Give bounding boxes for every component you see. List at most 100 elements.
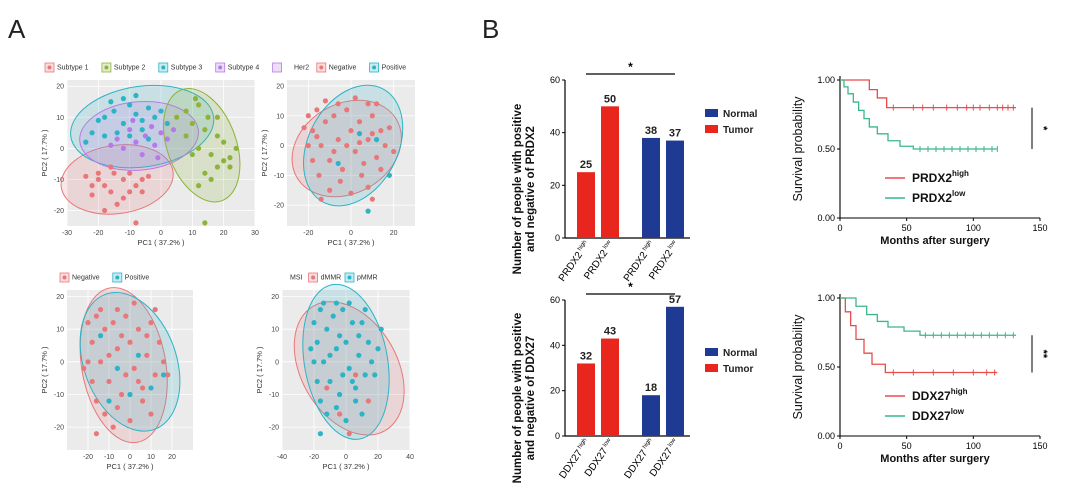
y-tick-label: 10 xyxy=(56,115,64,122)
y-tick-label: 20 xyxy=(56,294,64,301)
data-point xyxy=(119,391,125,398)
legend-dot xyxy=(218,65,223,70)
legend-label: dMMR xyxy=(321,275,342,282)
y-tick-label: -10 xyxy=(274,173,284,180)
data-point xyxy=(174,114,180,120)
legend-label: Subtype 1 xyxy=(57,65,89,72)
data-point xyxy=(346,300,352,306)
data-point xyxy=(127,133,133,139)
data-point xyxy=(202,170,208,176)
data-point xyxy=(374,154,380,161)
x-axis-label: Months after surgery xyxy=(880,453,990,465)
x-tick-label: 50 xyxy=(902,223,912,233)
data-point xyxy=(149,123,155,130)
x-tick-label: 0 xyxy=(837,223,842,233)
bar-value-label: 25 xyxy=(580,159,592,171)
y-axis-label-line2: and negative of DDX27 xyxy=(525,336,537,461)
significance-label: * xyxy=(1037,126,1049,131)
data-point xyxy=(310,157,316,164)
y-tick-label: 40 xyxy=(550,128,560,138)
y-axis-label: PC2 ( 17.7% ) xyxy=(255,346,264,394)
data-point xyxy=(353,372,359,378)
y-axis-label: Number of people with positiveand negati… xyxy=(512,313,537,484)
data-point xyxy=(98,306,104,313)
category-sup: low xyxy=(666,239,677,252)
gridlines xyxy=(67,290,193,450)
data-point xyxy=(369,359,375,365)
data-point xyxy=(93,313,99,319)
survival-curve xyxy=(840,79,1016,109)
data-point xyxy=(349,378,355,385)
legend-label: Normal xyxy=(723,348,758,359)
bar xyxy=(642,395,660,436)
y-tick-label: 60 xyxy=(550,295,560,305)
data-point xyxy=(189,151,195,158)
data-point xyxy=(114,346,120,352)
pca_msi-plot: -40 -20 0 20 40 -20 -10 0 10 20 PC1 ( 37.2% ) PC2 (… xyxy=(255,272,414,471)
legend-label: Tumor xyxy=(723,364,753,375)
data-point xyxy=(356,352,362,358)
data-point xyxy=(196,183,202,189)
data-point xyxy=(356,333,362,339)
data-point xyxy=(139,117,145,123)
x-tick-label: -20 xyxy=(83,454,93,461)
data-point xyxy=(135,378,141,385)
category-sup: low xyxy=(666,437,677,450)
y-tick-label: -10 xyxy=(54,177,64,184)
data-point xyxy=(362,306,368,313)
data-point xyxy=(192,96,199,102)
data-point xyxy=(133,111,139,117)
category-name: PRDX2 xyxy=(582,248,610,282)
y-axis-label-line1: Number of people with positive xyxy=(512,104,524,275)
y-tick-label: 60 xyxy=(550,75,560,85)
data-point xyxy=(322,119,328,125)
data-point xyxy=(120,195,126,201)
category-name: DDX27 xyxy=(557,448,585,481)
bar xyxy=(577,172,595,238)
data-point xyxy=(89,183,95,189)
data-point xyxy=(333,404,339,411)
data-point xyxy=(301,125,307,131)
bar xyxy=(601,338,619,436)
y-axis-label: Survival probability xyxy=(791,314,805,420)
data-point xyxy=(361,160,367,167)
y-tick-label: 0.50 xyxy=(817,144,835,154)
legend-sup: high xyxy=(952,169,969,178)
data-point xyxy=(139,189,145,195)
survival-curve xyxy=(840,297,998,374)
data-point xyxy=(119,333,125,339)
data-point xyxy=(214,114,220,120)
data-point xyxy=(311,320,317,326)
bar-value-label: 43 xyxy=(604,326,616,338)
data-point xyxy=(337,391,343,398)
data-point xyxy=(98,333,104,339)
category-name: DDX27 xyxy=(622,448,650,481)
x-tick-label: 150 xyxy=(1032,223,1047,233)
data-point xyxy=(369,196,375,202)
survival-curve xyxy=(840,297,1016,336)
legend-label: Negative xyxy=(329,65,357,72)
data-point xyxy=(208,151,214,158)
data-point xyxy=(317,398,323,404)
data-point xyxy=(365,339,371,345)
bar-value-label: 57 xyxy=(669,294,681,306)
legend-dot xyxy=(347,275,352,280)
data-point xyxy=(348,190,354,196)
significance-label: ** xyxy=(1037,350,1049,359)
data-point xyxy=(148,411,154,417)
bar-value-label: 18 xyxy=(645,382,657,394)
data-point xyxy=(369,113,375,119)
data-point xyxy=(349,320,355,326)
y-tick-label: 0.00 xyxy=(817,213,835,223)
x-tick-label: 20 xyxy=(220,230,228,237)
data-point xyxy=(343,418,349,424)
data-point xyxy=(102,326,108,332)
legend-title: Her2 xyxy=(294,65,309,72)
data-point xyxy=(114,365,120,371)
bar_prdx2-plot: 0 20 40 60 25 PRDX2 high 50 PRDX2 low 38 PRDX2 hi… xyxy=(512,60,758,284)
survival-curve xyxy=(840,79,998,150)
x-tick-label: -20 xyxy=(309,454,319,461)
data-point xyxy=(365,184,371,190)
data-point xyxy=(327,157,333,164)
pca_subtype-plot: -30 -20 -10 0 10 20 30 -20 -10 0 10 20 PC1 ( 37.2% )… xyxy=(40,62,283,247)
